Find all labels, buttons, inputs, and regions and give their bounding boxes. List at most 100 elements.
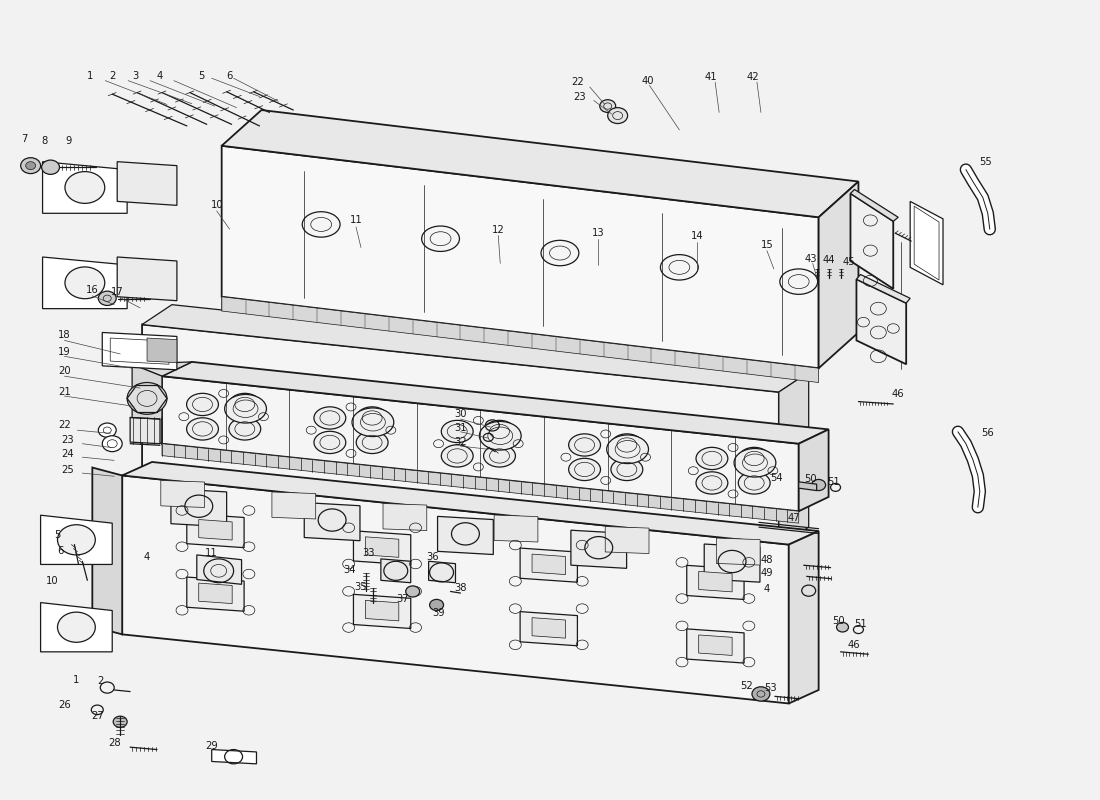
Polygon shape: [605, 526, 649, 554]
Ellipse shape: [352, 408, 394, 437]
Ellipse shape: [738, 472, 770, 494]
Text: 17: 17: [111, 287, 123, 297]
Polygon shape: [818, 182, 858, 368]
Ellipse shape: [441, 420, 473, 442]
Text: 29: 29: [206, 741, 218, 750]
Ellipse shape: [421, 226, 460, 251]
Polygon shape: [353, 530, 410, 565]
Text: 26: 26: [58, 700, 70, 710]
Polygon shape: [857, 274, 910, 303]
Ellipse shape: [57, 612, 96, 642]
Ellipse shape: [229, 394, 261, 415]
Polygon shape: [43, 257, 128, 309]
Ellipse shape: [65, 171, 104, 203]
Polygon shape: [187, 577, 244, 611]
Text: 6: 6: [227, 71, 233, 81]
Text: 11: 11: [350, 215, 362, 226]
Polygon shape: [122, 475, 789, 703]
Polygon shape: [199, 519, 232, 540]
Text: 50: 50: [833, 616, 845, 626]
Text: 4: 4: [763, 584, 770, 594]
Ellipse shape: [57, 525, 96, 555]
Text: 24: 24: [62, 449, 74, 459]
Text: 33: 33: [363, 547, 375, 558]
Text: 46: 46: [892, 389, 904, 398]
Ellipse shape: [738, 447, 770, 470]
Text: 11: 11: [206, 547, 218, 558]
Polygon shape: [779, 372, 808, 547]
Circle shape: [25, 162, 35, 170]
Text: 14: 14: [691, 231, 704, 242]
Ellipse shape: [569, 458, 601, 481]
Polygon shape: [365, 600, 399, 621]
Polygon shape: [222, 110, 858, 218]
Text: 35: 35: [354, 582, 367, 593]
Text: 12: 12: [492, 225, 505, 235]
Polygon shape: [698, 571, 733, 592]
Text: 22: 22: [572, 78, 584, 87]
Text: 5: 5: [199, 71, 205, 81]
Circle shape: [98, 423, 117, 438]
Text: 43: 43: [804, 254, 817, 263]
Text: 30: 30: [454, 410, 466, 419]
Polygon shape: [222, 146, 818, 368]
Text: 42: 42: [747, 73, 759, 82]
Polygon shape: [789, 531, 818, 703]
Circle shape: [42, 160, 59, 174]
Circle shape: [607, 108, 628, 123]
Polygon shape: [571, 530, 627, 568]
Text: 15: 15: [760, 240, 773, 250]
Ellipse shape: [569, 434, 601, 456]
Polygon shape: [850, 190, 899, 222]
Polygon shape: [43, 162, 128, 214]
Text: 34: 34: [343, 565, 355, 575]
Text: 45: 45: [843, 257, 855, 266]
Ellipse shape: [734, 449, 776, 477]
Polygon shape: [857, 279, 906, 364]
Text: 47: 47: [788, 513, 800, 522]
Text: 48: 48: [760, 555, 773, 566]
Ellipse shape: [660, 254, 698, 280]
Polygon shape: [170, 489, 227, 527]
Text: 23: 23: [62, 434, 74, 445]
Polygon shape: [365, 537, 399, 558]
Text: 6: 6: [57, 546, 64, 556]
Polygon shape: [532, 554, 565, 574]
Circle shape: [113, 716, 128, 727]
Text: 39: 39: [432, 608, 444, 618]
Polygon shape: [122, 462, 818, 545]
Text: 5: 5: [54, 530, 60, 540]
Polygon shape: [102, 333, 177, 370]
Ellipse shape: [610, 458, 642, 481]
Circle shape: [752, 686, 770, 701]
Ellipse shape: [780, 269, 817, 294]
Polygon shape: [130, 418, 159, 444]
Circle shape: [21, 158, 41, 174]
Text: spares: spares: [587, 576, 712, 609]
Polygon shape: [199, 583, 232, 603]
Text: 52: 52: [740, 681, 754, 691]
Ellipse shape: [65, 267, 104, 298]
Text: 7: 7: [22, 134, 28, 145]
Polygon shape: [147, 338, 177, 362]
Text: 51: 51: [827, 477, 840, 487]
Polygon shape: [162, 362, 828, 444]
Polygon shape: [41, 602, 112, 652]
Text: 49: 49: [760, 568, 773, 578]
Ellipse shape: [229, 418, 261, 440]
Polygon shape: [197, 555, 242, 584]
Ellipse shape: [441, 445, 473, 467]
Ellipse shape: [610, 434, 642, 456]
Text: 55: 55: [979, 157, 992, 166]
Text: 27: 27: [91, 711, 103, 721]
Polygon shape: [799, 430, 828, 511]
Text: 16: 16: [86, 286, 99, 295]
Ellipse shape: [302, 212, 340, 237]
Ellipse shape: [696, 472, 728, 494]
Text: 32: 32: [454, 437, 466, 447]
Polygon shape: [211, 750, 256, 764]
Text: 9: 9: [65, 136, 72, 146]
Circle shape: [600, 100, 616, 113]
Circle shape: [836, 622, 848, 632]
Ellipse shape: [314, 431, 345, 454]
